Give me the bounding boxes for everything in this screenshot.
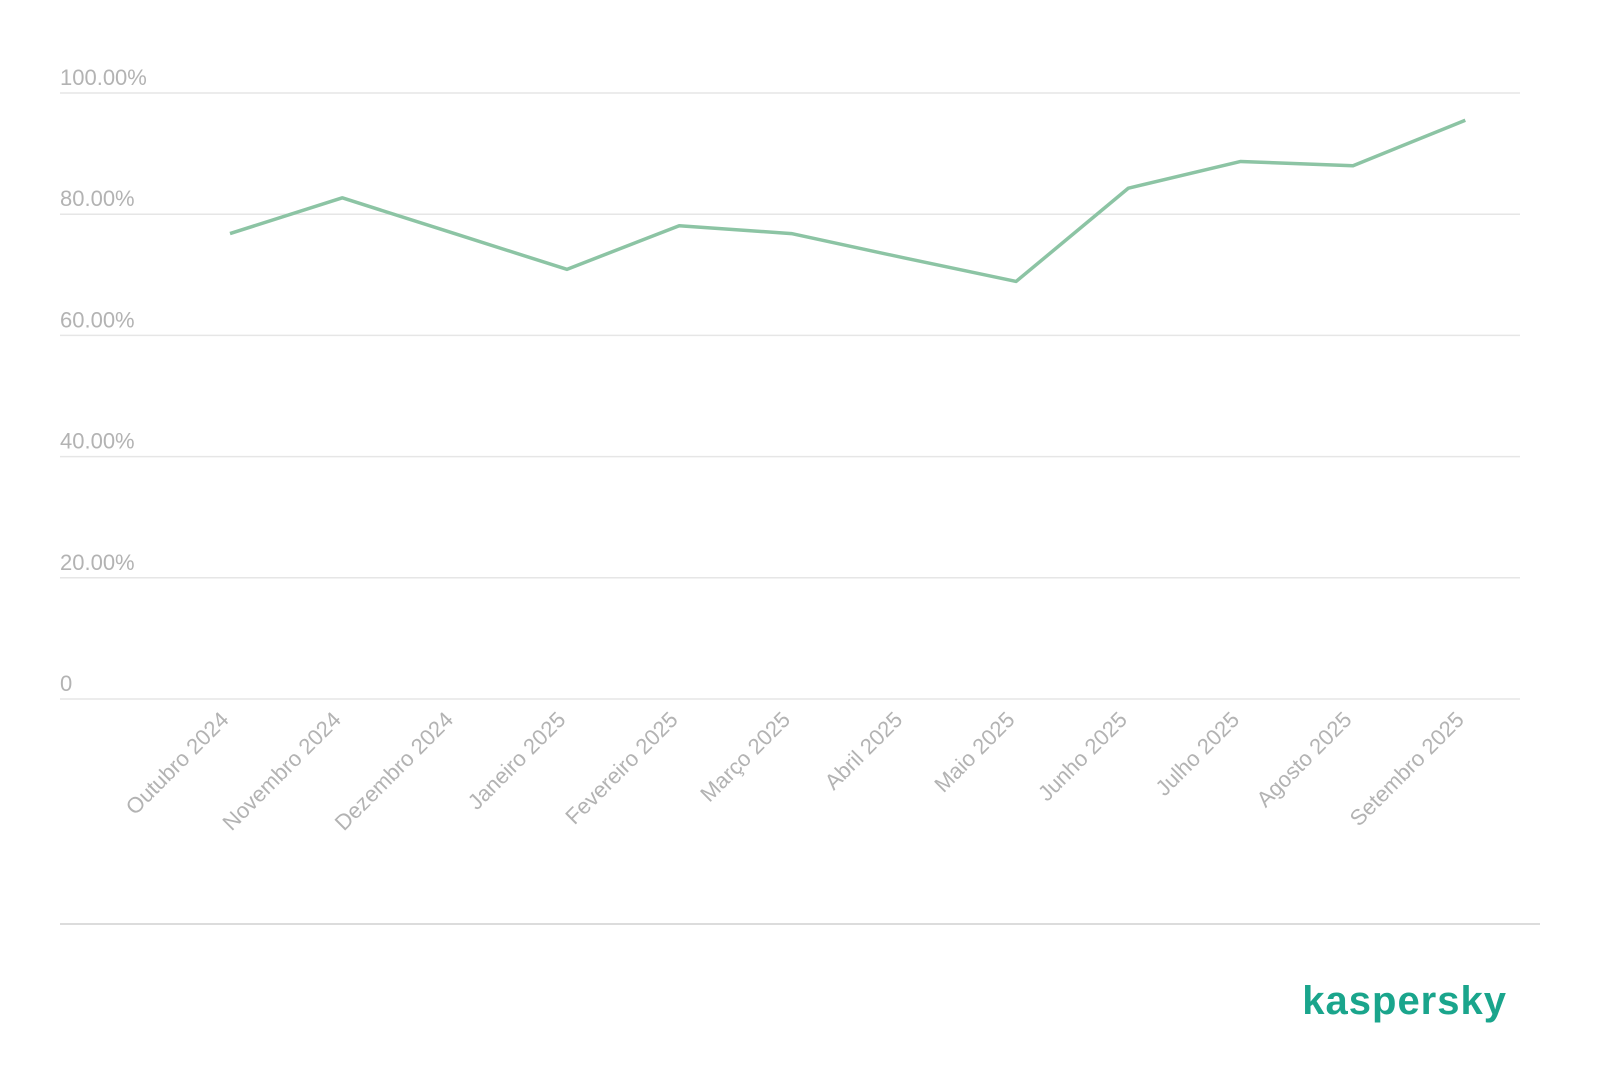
x-tick-label: Junho 2025 — [1033, 707, 1132, 806]
y-tick-label: 0 — [60, 671, 72, 696]
x-tick-label: Fevereiro 2025 — [560, 707, 682, 829]
y-tick-label: 20.00% — [60, 550, 135, 575]
y-tick-label: 60.00% — [60, 307, 135, 332]
x-tick-label: Outubro 2024 — [121, 707, 234, 820]
x-tick-label: Julho 2025 — [1150, 707, 1244, 801]
x-tick-label: Abril 2025 — [820, 707, 908, 795]
data-line — [229, 118, 1466, 284]
x-tick-label: Março 2025 — [695, 707, 795, 807]
y-tick-label: 100.00% — [60, 65, 147, 90]
x-tick-label: Janeiro 2025 — [463, 707, 571, 815]
x-tick-label: Dezembro 2024 — [330, 707, 458, 835]
x-tick-label: Setembro 2025 — [1345, 707, 1469, 831]
x-tick-label: Novembro 2024 — [217, 707, 345, 835]
y-tick-label: 40.00% — [60, 429, 135, 454]
x-tick-label: Maio 2025 — [929, 707, 1019, 797]
logo: kaspersky — [1302, 979, 1507, 1023]
x-tick-label: Agosto 2025 — [1251, 707, 1356, 812]
y-tick-label: 80.00% — [60, 186, 135, 211]
